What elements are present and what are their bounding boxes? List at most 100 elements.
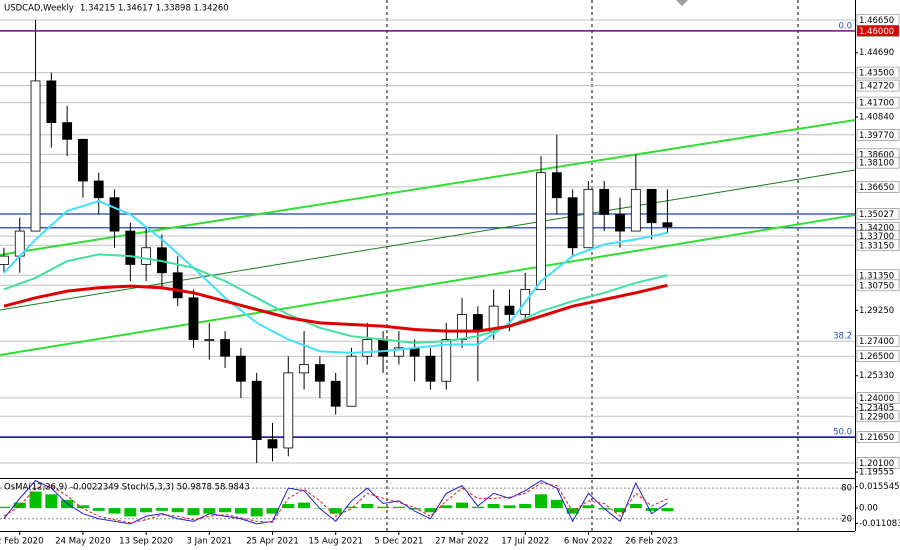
x-tick-label: 26 Feb 2023 bbox=[625, 537, 678, 547]
level-label: 1.27400 bbox=[859, 337, 894, 347]
candle-body bbox=[630, 188, 641, 232]
fib-label: 0.0 bbox=[838, 21, 852, 31]
candle-body bbox=[93, 180, 104, 199]
osma-bar bbox=[535, 494, 548, 509]
candle-body bbox=[330, 380, 341, 407]
y2-tick-label: 80 bbox=[841, 484, 852, 494]
osma-bar bbox=[29, 491, 42, 509]
quote: 1.34215 1.34617 1.33898 1.34260 bbox=[80, 4, 229, 14]
candle-body bbox=[472, 314, 483, 332]
osma-bar bbox=[440, 505, 453, 509]
candle-body bbox=[583, 188, 594, 249]
candle-body bbox=[125, 230, 136, 265]
level-label: 1.46000 bbox=[859, 27, 894, 37]
y-tick-label: 1.23405 bbox=[859, 403, 894, 413]
level-label-box bbox=[856, 25, 900, 37]
level-label-box bbox=[856, 279, 900, 292]
x-tick-label: 2 Feb 2020 bbox=[0, 537, 43, 547]
level-label-box bbox=[856, 96, 900, 109]
moving-average bbox=[3, 199, 668, 354]
level-label-box bbox=[856, 129, 900, 141]
osma-bar bbox=[361, 503, 374, 509]
x-tick-label: 27 Mar 2022 bbox=[435, 537, 489, 547]
candle-body bbox=[78, 138, 88, 182]
level-label: 1.31350 bbox=[859, 271, 894, 281]
chart-title: USDCAD,Weekly bbox=[4, 4, 74, 14]
x-tick-label: 13 Sep 2020 bbox=[119, 537, 173, 547]
candle-body bbox=[236, 355, 246, 382]
osma-bar bbox=[550, 499, 563, 509]
osma-bar bbox=[171, 508, 184, 513]
osma-bar bbox=[614, 508, 627, 513]
y-tick-label: -0.011083 bbox=[859, 519, 900, 529]
moving-average bbox=[3, 253, 668, 344]
oscillator: 0.0155457 0.00 -0.011083 20 80 bbox=[0, 479, 900, 529]
y-tick-label: 0.00 bbox=[859, 504, 878, 514]
level-label-box bbox=[856, 392, 900, 404]
osma-bar bbox=[329, 508, 342, 514]
candle-body bbox=[283, 372, 294, 449]
candle-body bbox=[62, 122, 73, 140]
candle-body bbox=[204, 339, 215, 341]
shift-marker bbox=[676, 0, 688, 6]
fib-label: 38.2 bbox=[833, 332, 852, 342]
y-tick-label: 1.29250 bbox=[859, 306, 894, 316]
osma-bar bbox=[503, 505, 516, 509]
level-label: 1.43500 bbox=[859, 69, 894, 79]
stochastic-line bbox=[3, 482, 668, 524]
osma-bar bbox=[92, 508, 105, 511]
level-label: 1.22900 bbox=[859, 412, 894, 422]
candle-body bbox=[220, 339, 231, 357]
osma-bar bbox=[108, 508, 121, 514]
candle-body bbox=[362, 339, 373, 357]
osma-bar bbox=[124, 508, 137, 517]
level-label: 1.26500 bbox=[859, 352, 894, 362]
averages bbox=[3, 199, 668, 354]
osma-bar bbox=[661, 508, 674, 512]
level-label: 1.38600 bbox=[859, 150, 894, 160]
level-label-box bbox=[856, 239, 900, 252]
osma-bar bbox=[0, 506, 10, 509]
osma-bar bbox=[629, 503, 642, 509]
fib-label: 50.0 bbox=[833, 428, 852, 438]
osma-bar bbox=[582, 505, 595, 509]
osma-bar bbox=[250, 508, 263, 517]
candle-body bbox=[0, 255, 9, 265]
x-tick-label: 17 Jul 2022 bbox=[501, 537, 549, 547]
moving-average bbox=[3, 283, 668, 333]
osma-bar bbox=[377, 506, 390, 509]
level-label: 1.39770 bbox=[859, 131, 894, 141]
x-tick-label: 25 Apr 2021 bbox=[246, 537, 299, 547]
level-label: 1.33700 bbox=[859, 232, 894, 242]
candle-body bbox=[251, 380, 262, 441]
period-separators bbox=[386, 0, 799, 531]
level-label: 1.24000 bbox=[859, 394, 894, 404]
candle-body bbox=[346, 355, 357, 407]
level-label-box bbox=[856, 66, 900, 79]
osma-bar bbox=[187, 508, 200, 515]
osma-bar bbox=[155, 508, 168, 511]
candle-body bbox=[393, 347, 404, 357]
level-label-box bbox=[856, 79, 900, 92]
osma-bar bbox=[645, 508, 658, 511]
osma-bar bbox=[424, 508, 437, 513]
candle-body bbox=[662, 222, 673, 228]
x-tick-label: 3 Jan 2021 bbox=[187, 537, 233, 547]
x-tick-label: 5 Dec 2021 bbox=[374, 537, 423, 547]
level-label: 1.36650 bbox=[859, 183, 894, 193]
candle-body bbox=[646, 188, 657, 224]
candle-body bbox=[599, 188, 610, 215]
level-label-box bbox=[856, 350, 900, 363]
candle-body bbox=[267, 439, 278, 449]
candle-body bbox=[109, 197, 120, 232]
osma-bar bbox=[45, 494, 58, 509]
x-tick-label: 6 Nov 2022 bbox=[564, 537, 613, 547]
osma-bar bbox=[345, 506, 358, 509]
level-label-box bbox=[856, 181, 900, 193]
oscillator-title: OsMA(12,26,9) -0.0022349 Stoch(5,3,3) 50… bbox=[4, 483, 250, 493]
level-label: 1.38100 bbox=[859, 159, 894, 169]
osma-bar bbox=[408, 508, 421, 510]
candle-body bbox=[504, 305, 515, 315]
